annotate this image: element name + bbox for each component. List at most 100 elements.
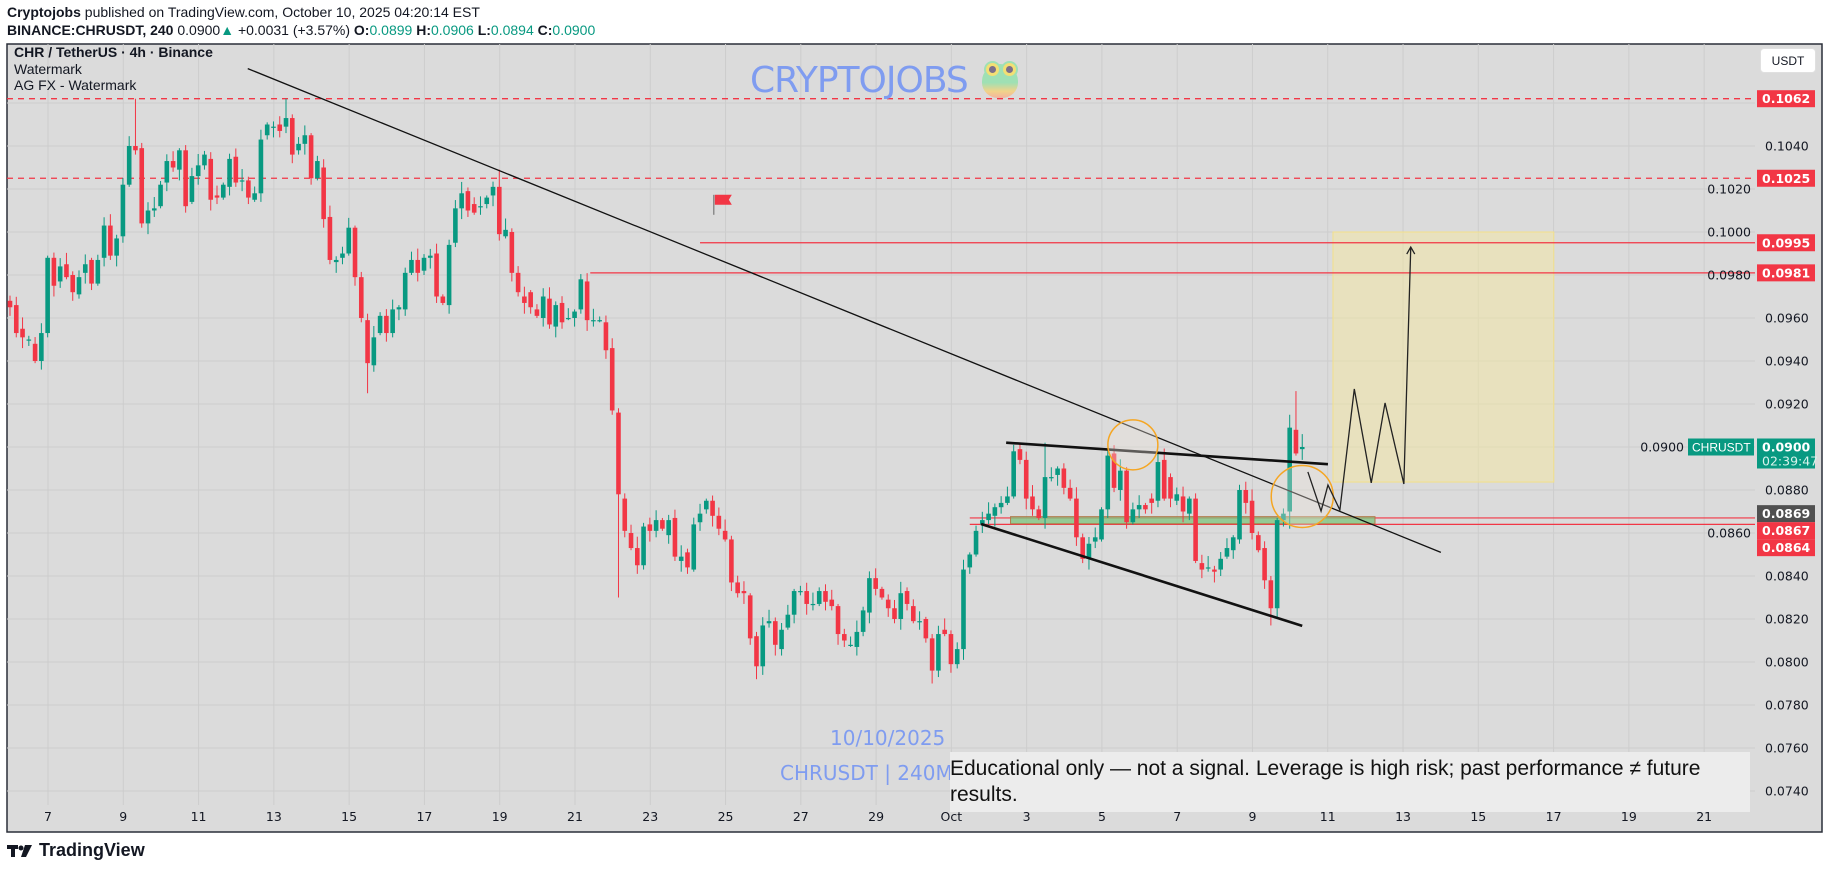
candle[interactable]: [1030, 485, 1035, 516]
candle[interactable]: [685, 548, 690, 574]
candle[interactable]: [1149, 493, 1154, 514]
highlight-circle[interactable]: [1270, 464, 1334, 529]
candle[interactable]: [459, 181, 464, 220]
candle[interactable]: [101, 217, 107, 267]
candle[interactable]: [1293, 391, 1299, 456]
candle[interactable]: [402, 267, 408, 316]
candle[interactable]: [302, 125, 308, 155]
candle[interactable]: [942, 618, 947, 637]
candle[interactable]: [1262, 541, 1267, 589]
candle[interactable]: [446, 239, 452, 314]
candle[interactable]: [1086, 536, 1092, 570]
candle[interactable]: [20, 317, 25, 349]
candle[interactable]: [798, 585, 803, 596]
candle[interactable]: [246, 176, 251, 205]
candle[interactable]: [396, 305, 402, 321]
candle[interactable]: [1180, 486, 1186, 523]
candle[interactable]: [954, 642, 960, 669]
candle[interactable]: [177, 148, 182, 181]
candle[interactable]: [534, 304, 540, 318]
candle[interactable]: [271, 121, 276, 138]
candle[interactable]: [522, 286, 527, 314]
candle[interactable]: [1067, 479, 1073, 501]
candle[interactable]: [434, 243, 439, 303]
candle[interactable]: [735, 575, 740, 598]
candle[interactable]: [1105, 450, 1111, 518]
candle[interactable]: [754, 631, 759, 680]
candle[interactable]: [158, 181, 163, 209]
candle[interactable]: [929, 634, 935, 684]
candle[interactable]: [258, 129, 264, 202]
candle[interactable]: [1049, 467, 1054, 482]
candle[interactable]: [321, 159, 326, 228]
candle[interactable]: [1092, 527, 1098, 549]
candle[interactable]: [189, 167, 195, 205]
candle[interactable]: [1042, 442, 1048, 529]
candle[interactable]: [57, 258, 63, 288]
wedge-upper-line[interactable]: [1006, 441, 1329, 466]
candle[interactable]: [992, 503, 998, 527]
candle[interactable]: [779, 622, 784, 656]
candle[interactable]: [923, 616, 929, 643]
candle[interactable]: [591, 308, 596, 327]
legend-indicator-watermark[interactable]: Watermark: [14, 61, 82, 77]
candle[interactable]: [660, 517, 665, 531]
candle[interactable]: [1161, 448, 1167, 501]
candle[interactable]: [1074, 487, 1079, 546]
candle[interactable]: [195, 153, 201, 185]
candle[interactable]: [1011, 444, 1016, 499]
candle[interactable]: [126, 136, 132, 187]
candle[interactable]: [540, 288, 546, 327]
candle[interactable]: [239, 169, 245, 192]
candle[interactable]: [936, 625, 941, 678]
candle[interactable]: [1205, 556, 1211, 572]
candle[interactable]: [346, 217, 352, 256]
candle[interactable]: [1237, 484, 1242, 544]
candle[interactable]: [967, 552, 973, 574]
candle[interactable]: [509, 228, 515, 282]
candle[interactable]: [515, 266, 521, 297]
candle[interactable]: [1174, 487, 1180, 506]
candle[interactable]: [678, 545, 684, 572]
candle[interactable]: [327, 205, 333, 265]
candle[interactable]: [829, 589, 835, 611]
candle[interactable]: [722, 519, 728, 542]
candle[interactable]: [315, 155, 320, 181]
candle[interactable]: [358, 271, 364, 323]
candle[interactable]: [691, 517, 697, 572]
chart-legend-title[interactable]: CHR / TetherUS · 4h · Binance: [14, 44, 213, 60]
projection-path[interactable]: [1307, 247, 1412, 514]
candle[interactable]: [741, 581, 747, 604]
candle[interactable]: [45, 255, 50, 338]
candle[interactable]: [879, 586, 885, 600]
candle[interactable]: [503, 218, 508, 239]
candle[interactable]: [729, 535, 734, 592]
candle[interactable]: [628, 524, 634, 551]
candle[interactable]: [647, 517, 653, 542]
candle[interactable]: [1243, 481, 1249, 514]
candle[interactable]: [603, 315, 609, 359]
candle[interactable]: [961, 559, 966, 660]
candle[interactable]: [202, 150, 207, 170]
candle[interactable]: [70, 271, 76, 301]
candle[interactable]: [672, 509, 678, 561]
candle[interactable]: [415, 248, 421, 282]
candle[interactable]: [490, 181, 496, 207]
candle[interactable]: [64, 252, 69, 280]
candle[interactable]: [1017, 443, 1023, 465]
publisher-name[interactable]: Cryptojobs: [7, 4, 81, 20]
candle[interactable]: [948, 630, 954, 673]
candle[interactable]: [139, 142, 145, 228]
candle[interactable]: [484, 195, 490, 209]
wedge-lower-line[interactable]: [980, 522, 1303, 628]
candle[interactable]: [352, 225, 358, 286]
candle[interactable]: [773, 617, 778, 656]
candle[interactable]: [559, 296, 565, 329]
candle[interactable]: [553, 301, 559, 338]
candle[interactable]: [7, 295, 13, 316]
candle[interactable]: [1218, 552, 1223, 576]
candle[interactable]: [32, 337, 38, 364]
candle[interactable]: [810, 592, 816, 611]
candle[interactable]: [760, 617, 766, 675]
